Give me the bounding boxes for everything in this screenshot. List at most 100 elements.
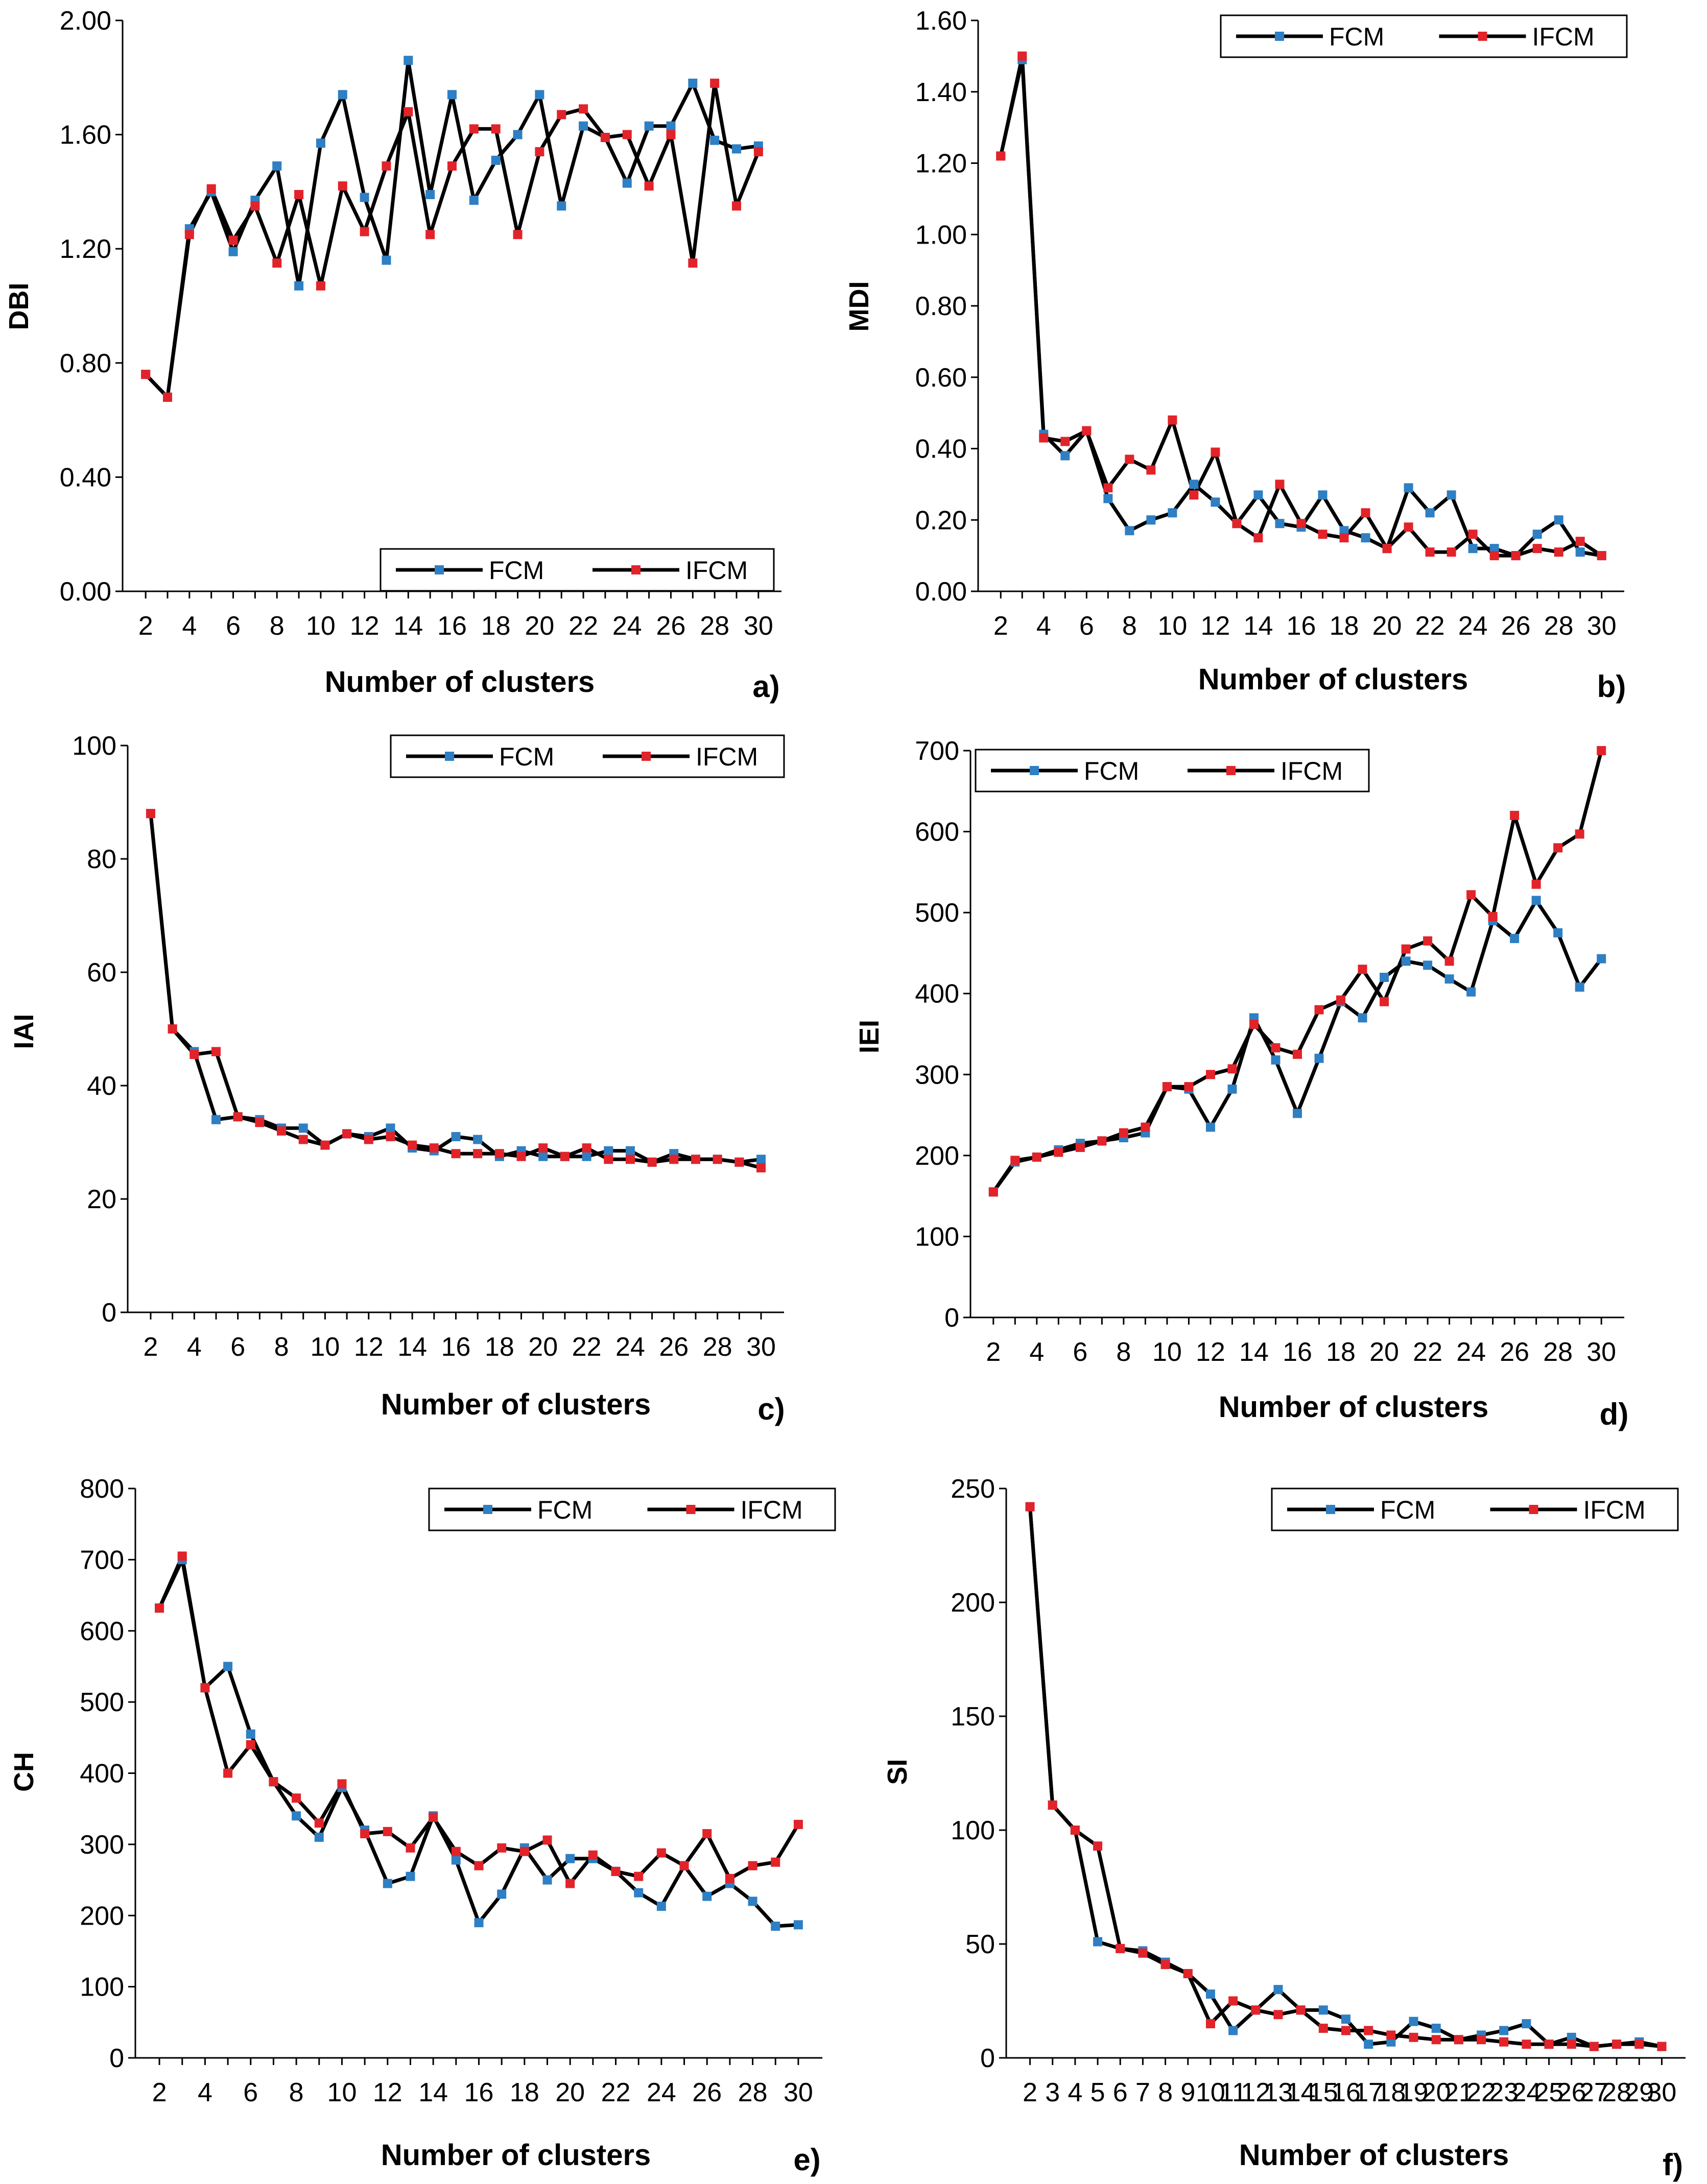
legend-marker-ifcm xyxy=(1478,32,1487,41)
data-point-ifcm xyxy=(491,124,501,134)
series-line-ifcm xyxy=(999,54,1603,558)
data-point-ifcm xyxy=(316,281,325,291)
x-tick-label: 23 xyxy=(1489,2078,1519,2107)
legend-marker-fcm xyxy=(435,565,444,574)
data-point-ifcm xyxy=(560,1151,570,1161)
data-point-ifcm xyxy=(146,809,155,819)
data-point-ifcm xyxy=(600,133,610,142)
data-point-ifcm xyxy=(579,104,588,114)
data-point-ifcm xyxy=(1510,810,1520,820)
data-point-fcm xyxy=(228,247,238,256)
x-tick-label: 4 xyxy=(198,2078,212,2107)
legend-marker-fcm xyxy=(1275,32,1284,41)
x-tick-label: 28 xyxy=(1544,611,1574,641)
panel-label: c) xyxy=(757,1392,785,1426)
data-point-ifcm xyxy=(474,1861,484,1870)
x-tick-label: 5 xyxy=(1090,2078,1105,2107)
data-point-fcm xyxy=(1532,530,1542,539)
x-tick-label: 8 xyxy=(1116,1337,1131,1367)
data-point-ifcm xyxy=(1318,2024,1328,2033)
data-point-ifcm xyxy=(1314,1005,1324,1015)
data-point-ifcm xyxy=(277,1126,287,1136)
data-point-ifcm xyxy=(753,147,763,157)
legend: FCM IFCM xyxy=(390,734,785,778)
data-point-ifcm xyxy=(1116,1943,1125,1953)
data-point-fcm xyxy=(535,90,544,100)
y-tick-label: 100 xyxy=(915,1222,959,1252)
data-point-fcm xyxy=(1060,451,1070,461)
x-tick-label: 6 xyxy=(226,611,241,641)
data-point-ifcm xyxy=(294,189,304,199)
data-point-ifcm xyxy=(1082,426,1092,436)
data-point-ifcm xyxy=(408,1140,417,1150)
data-point-fcm xyxy=(223,1662,233,1671)
data-point-fcm xyxy=(1522,2019,1531,2029)
x-tick-label: 20 xyxy=(525,611,554,641)
data-point-ifcm xyxy=(337,1779,347,1789)
data-point-ifcm xyxy=(656,1848,666,1858)
data-point-ifcm xyxy=(666,130,676,139)
data-point-ifcm xyxy=(988,1187,998,1197)
data-point-fcm xyxy=(1597,954,1606,964)
x-tick-label: 20 xyxy=(555,2078,585,2107)
data-point-ifcm xyxy=(1227,1064,1237,1074)
data-point-fcm xyxy=(1575,982,1584,992)
data-point-ifcm xyxy=(1275,479,1285,489)
y-tick-label: 200 xyxy=(80,1901,124,1931)
data-point-ifcm xyxy=(223,1768,233,1778)
x-axis-title: Number of clusters xyxy=(325,665,595,699)
data-point-ifcm xyxy=(647,1157,657,1167)
data-point-ifcm xyxy=(1454,2035,1463,2045)
y-axis-title: CH xyxy=(9,1752,39,1792)
y-tick-label: 0.40 xyxy=(60,463,111,492)
data-point-ifcm xyxy=(1183,1969,1193,1978)
x-tick-label: 10 xyxy=(1196,2078,1225,2107)
data-point-ifcm xyxy=(1431,2035,1441,2045)
data-point-fcm xyxy=(1271,1055,1281,1065)
data-point-ifcm xyxy=(298,1135,308,1144)
data-point-fcm xyxy=(1380,973,1389,982)
data-point-fcm xyxy=(298,1123,308,1133)
x-axis-title: Number of clusters xyxy=(381,1388,651,1421)
data-point-fcm xyxy=(634,1888,644,1898)
y-tick-label: 0.80 xyxy=(915,292,967,321)
data-point-fcm xyxy=(1575,547,1585,557)
panel-label: b) xyxy=(1597,669,1626,704)
y-tick-label: 1.60 xyxy=(60,121,111,150)
data-point-ifcm xyxy=(1253,533,1263,543)
x-tick-label: 22 xyxy=(1415,611,1445,641)
x-tick-label: 4 xyxy=(1068,2078,1082,2107)
x-tick-label: 4 xyxy=(187,1332,202,1362)
legend-label-fcm: FCM xyxy=(537,1496,592,1524)
data-point-ifcm xyxy=(634,1871,644,1881)
x-tick-label: 24 xyxy=(612,611,642,641)
x-tick-label: 30 xyxy=(1587,611,1617,641)
legend-label-fcm: FCM xyxy=(499,742,554,771)
data-point-ifcm xyxy=(538,1143,548,1153)
data-point-fcm xyxy=(1093,1937,1103,1947)
data-point-fcm xyxy=(1228,2026,1238,2035)
data-point-ifcm xyxy=(710,78,720,88)
x-tick-label: 4 xyxy=(182,611,197,641)
data-point-fcm xyxy=(360,193,369,202)
data-point-ifcm xyxy=(1386,2030,1396,2040)
x-tick-label: 25 xyxy=(1534,2078,1564,2107)
data-point-fcm xyxy=(1447,490,1456,500)
data-point-ifcm xyxy=(1205,2019,1215,2029)
y-tick-label: 1.60 xyxy=(915,6,967,36)
data-point-fcm xyxy=(1431,2024,1441,2033)
data-point-ifcm xyxy=(1336,995,1346,1005)
y-tick-label: 500 xyxy=(80,1688,124,1717)
data-point-ifcm xyxy=(206,184,216,194)
x-tick-label: 28 xyxy=(1602,2078,1631,2107)
x-tick-label: 14 xyxy=(1286,2078,1316,2107)
y-tick-label: 0 xyxy=(980,2044,995,2073)
legend-marker-fcm xyxy=(1030,766,1039,775)
data-point-ifcm xyxy=(338,181,347,191)
y-tick-label: 300 xyxy=(80,1830,124,1860)
y-tick-label: 1.40 xyxy=(915,78,967,107)
data-point-ifcm xyxy=(382,161,391,171)
y-tick-label: 0 xyxy=(944,1303,959,1333)
data-point-fcm xyxy=(1211,497,1220,507)
